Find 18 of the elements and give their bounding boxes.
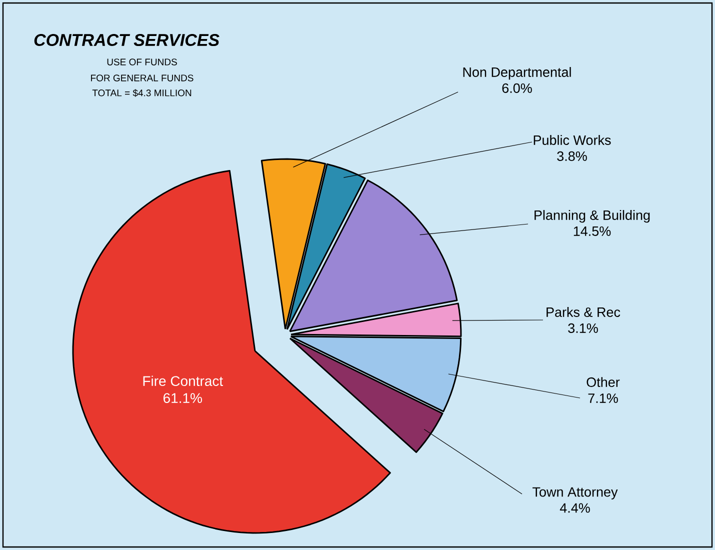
data-label: 7.1% xyxy=(588,393,618,403)
data-label: 3.8% xyxy=(557,151,587,161)
data-label: 14.5% xyxy=(574,226,611,236)
slice-label: Planning & Building xyxy=(534,210,650,223)
data-label: 3.1% xyxy=(568,323,598,333)
slice-label: Public Works xyxy=(534,135,611,145)
data-label: 6.0% xyxy=(502,83,532,93)
chart-title: CONTRACT SERVICES xyxy=(34,34,220,46)
data-label: 4.4% xyxy=(560,503,590,513)
slice-label: Non Departmental xyxy=(463,67,571,80)
slice-label: Parks & Rec xyxy=(546,307,620,317)
slice-label: Fire Contract xyxy=(143,376,223,386)
slice-label: Town Attorney xyxy=(532,487,618,500)
text: FOR GENERAL FUNDS xyxy=(91,74,194,82)
chart-subtitle: USE OF FUNDS xyxy=(107,58,177,66)
data-label: 61.1% xyxy=(164,393,202,404)
slice-label: Other xyxy=(586,377,620,387)
text: TOTAL = $4.3 MILLION xyxy=(92,89,192,97)
